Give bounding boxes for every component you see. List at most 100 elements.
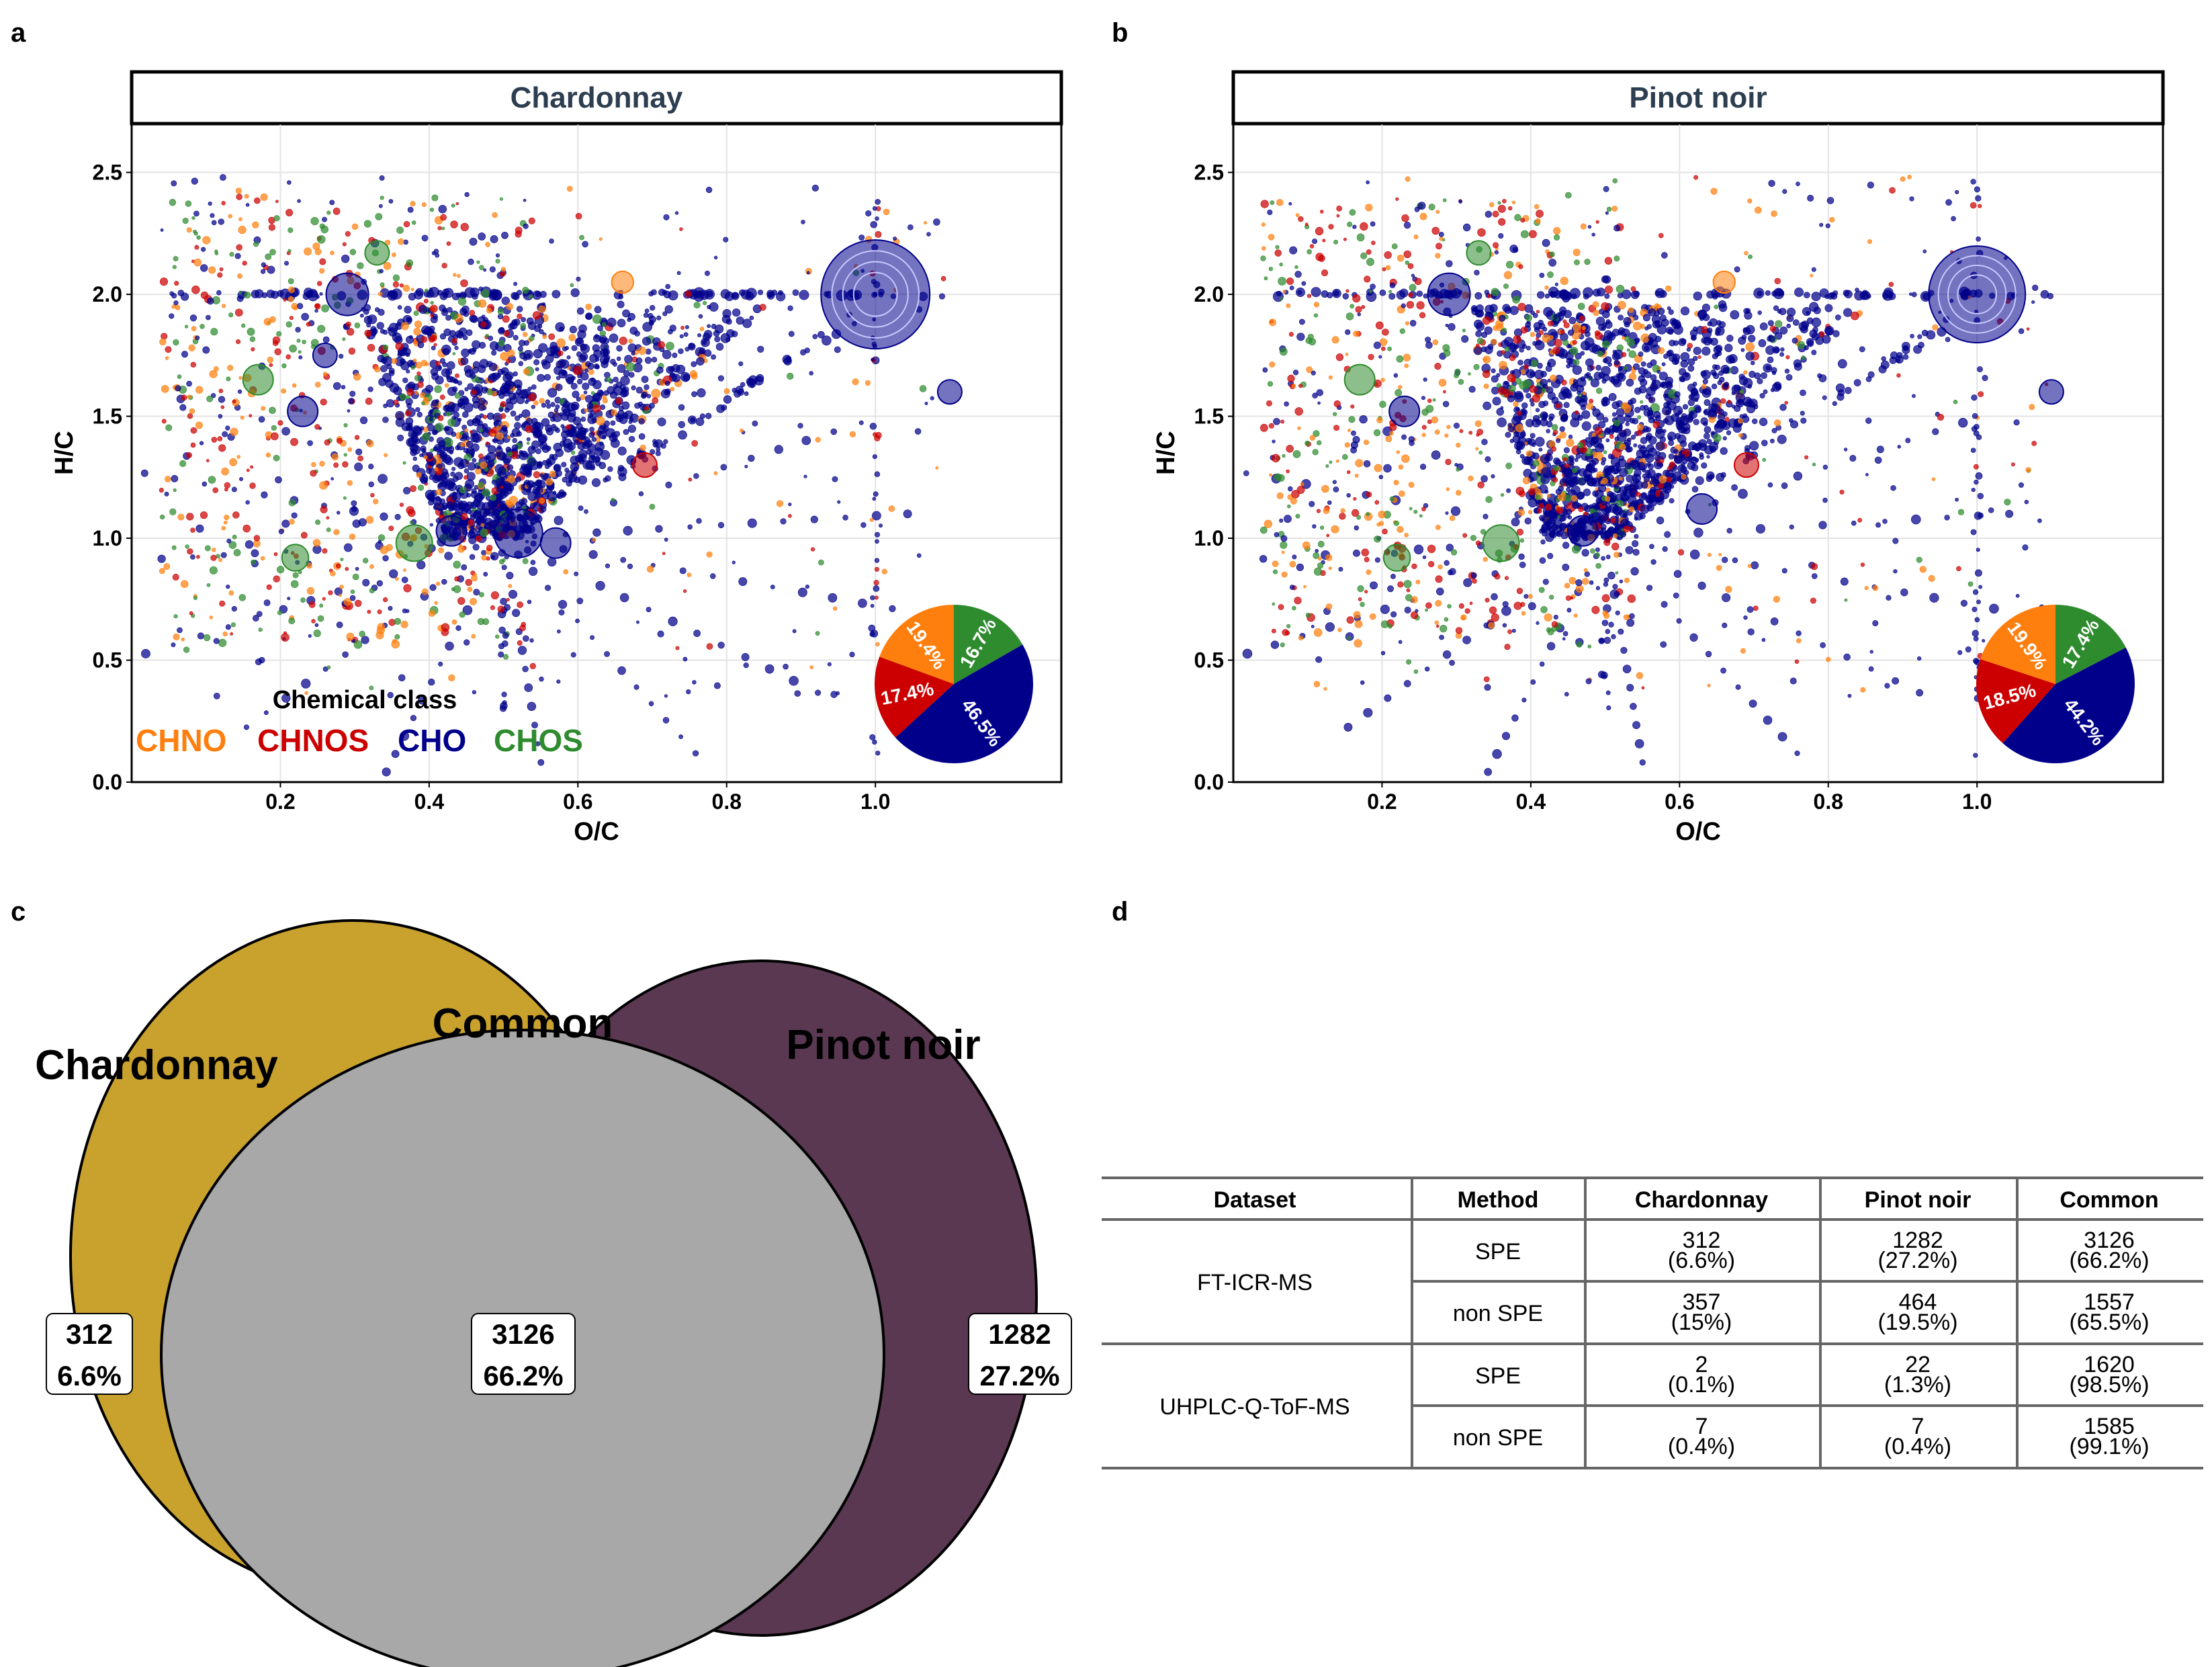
data-point-chos — [435, 423, 444, 432]
data-point-chnos — [1627, 594, 1636, 603]
data-point-cho — [1566, 487, 1570, 492]
data-point-cho — [1480, 346, 1487, 353]
data-point-cho — [513, 282, 518, 286]
data-point-chnos — [187, 413, 193, 419]
data-point-cho — [617, 300, 625, 308]
data-point-chnos — [242, 261, 247, 266]
data-point-cho — [744, 391, 749, 396]
data-point-chos — [288, 499, 296, 507]
data-point-chno — [421, 359, 428, 366]
data-point-cho — [785, 355, 791, 362]
data-point-cho — [588, 550, 598, 559]
data-point-cho — [256, 611, 263, 617]
data-point-cho — [872, 206, 877, 211]
data-point-chnos — [161, 333, 168, 340]
data-point-cho — [531, 384, 537, 390]
data-point-cho — [1511, 714, 1519, 722]
data-point-chos — [1274, 473, 1282, 481]
data-point-cho — [469, 347, 476, 355]
data-point-chos — [203, 634, 211, 642]
data-point-chos — [350, 589, 355, 595]
data-point-chno — [1434, 429, 1440, 435]
data-point-cho — [354, 462, 363, 472]
data-point-chnos — [450, 220, 458, 228]
data-point-chno — [1628, 506, 1635, 513]
data-point-cho — [1678, 338, 1687, 346]
data-point-chnos — [1579, 315, 1585, 322]
data-point-cho — [190, 554, 195, 560]
data-point-cho — [683, 332, 689, 337]
data-point-cho — [651, 289, 657, 296]
data-point-cho — [1976, 599, 1981, 605]
data-point-cho — [1577, 415, 1583, 421]
data-point-cho — [562, 476, 568, 483]
data-point-cho — [792, 289, 799, 296]
data-point-cho — [333, 382, 341, 390]
data-point-cho — [571, 345, 578, 351]
data-point-chnos — [1564, 463, 1569, 468]
data-point-cho — [498, 392, 505, 399]
data-point-cho — [584, 509, 588, 514]
data-point-cho — [1640, 361, 1646, 367]
data-point-cho — [1703, 421, 1708, 427]
data-point-cho — [1638, 367, 1646, 375]
data-point-chno — [195, 421, 203, 429]
data-point-cho — [1973, 636, 1979, 642]
data-point-cho — [1902, 346, 1910, 354]
data-point-cho — [428, 499, 434, 506]
data-point-chnos — [1493, 242, 1499, 249]
data-point-cho — [794, 690, 801, 697]
data-point-cho — [597, 325, 603, 332]
data-point-chnos — [1501, 349, 1505, 355]
data-point-cho — [1618, 327, 1626, 335]
data-point-cho — [1859, 346, 1865, 353]
data-point-cho — [469, 314, 478, 323]
data-point-chos — [1637, 415, 1642, 419]
data-point-cho — [498, 626, 506, 634]
data-point-chos — [1278, 277, 1286, 286]
data-point-cho — [1804, 292, 1810, 298]
data-point-chnos — [409, 485, 416, 493]
data-point-chno — [208, 266, 216, 274]
data-point-cho — [1635, 337, 1640, 343]
data-point-chnos — [517, 313, 523, 319]
legend-title: Chemical class — [273, 686, 457, 714]
data-point-cho — [349, 390, 356, 397]
data-point-cho — [439, 358, 445, 364]
data-point-cho — [1568, 434, 1573, 439]
data-point-cho — [526, 353, 531, 359]
data-point-cho — [347, 409, 351, 413]
data-point-cho — [610, 358, 616, 365]
data-point-cho — [656, 315, 662, 320]
data-point-chos — [1775, 320, 1783, 328]
data-point-cho — [648, 701, 654, 706]
data-point-chnos — [497, 605, 505, 613]
data-point-chno — [330, 570, 336, 576]
data-point-cho — [1425, 667, 1430, 672]
data-point-cho — [1611, 401, 1620, 409]
data-point-cho — [672, 374, 680, 382]
data-point-cho — [1498, 233, 1504, 239]
data-point-chos — [1388, 624, 1392, 629]
data-point-cho — [1634, 516, 1638, 521]
data-point-cho — [933, 218, 940, 226]
highlight-point-chos — [242, 364, 274, 396]
data-point-chos — [209, 566, 218, 574]
data-point-chos — [1350, 304, 1355, 309]
data-point-cho — [576, 337, 583, 345]
data-point-chno — [260, 556, 265, 561]
data-point-cho — [1611, 425, 1620, 433]
data-point-cho — [627, 563, 633, 569]
data-point-chnos — [174, 281, 179, 286]
data-point-cho — [1889, 356, 1897, 364]
data-point-chos — [241, 323, 246, 328]
data-point-cho — [469, 372, 476, 379]
data-point-cho — [1680, 306, 1690, 316]
data-point-cho — [451, 431, 457, 437]
panel-a-van-krevelen: Chardonnay 0.2 0.4 0.6 0.8 1.00.00.51.01.52.… — [50, 70, 1063, 846]
data-point-chos — [1496, 383, 1501, 388]
data-point-chnos — [1285, 630, 1290, 636]
data-point-chnos — [194, 245, 200, 250]
data-point-cho — [263, 710, 269, 716]
